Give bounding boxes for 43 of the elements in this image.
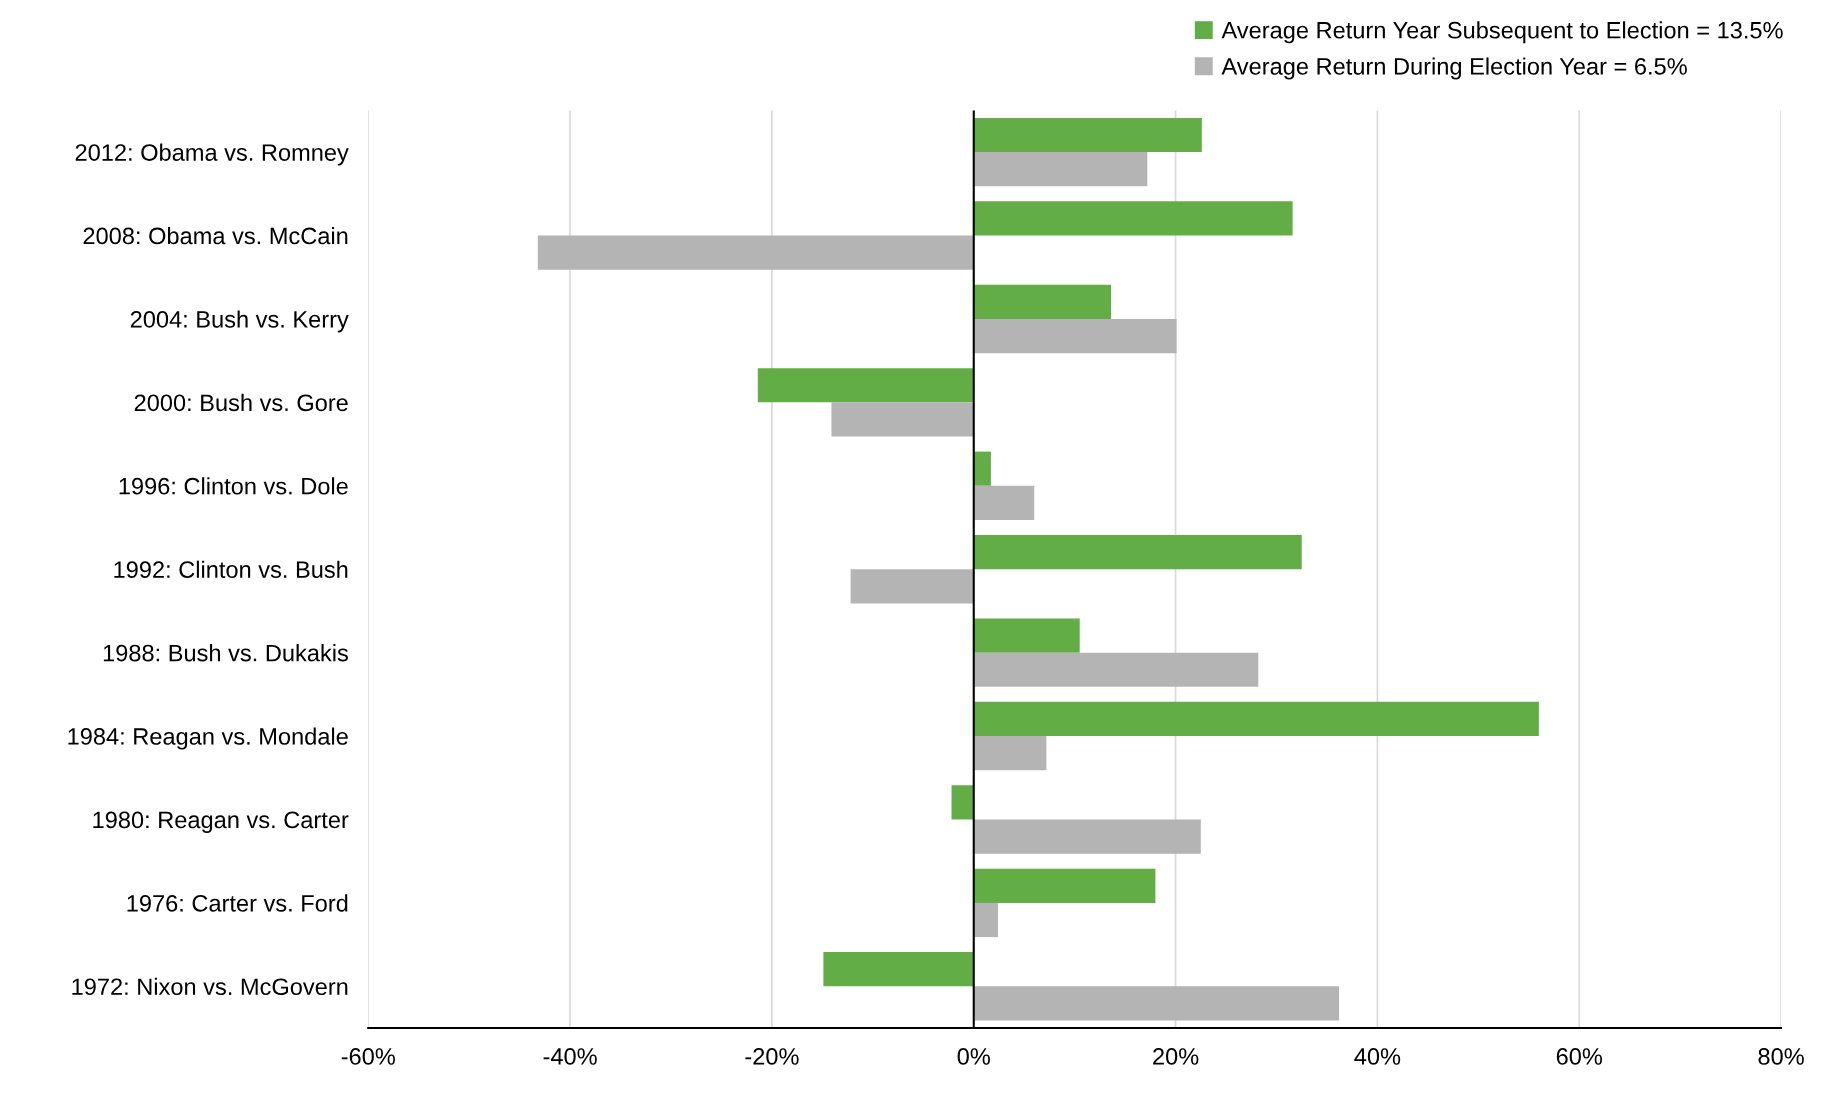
bar — [973, 318, 1177, 354]
y-tick-label: 1996: Clinton vs. Dole — [119, 477, 348, 495]
bar — [951, 785, 974, 820]
bar — [757, 368, 974, 403]
bar — [973, 201, 1293, 236]
bar — [973, 902, 998, 938]
y-tick-label: 1984: Reagan vs. Mondale — [68, 727, 348, 750]
x-tick-label: 80% — [1758, 1048, 1804, 1065]
bar — [973, 535, 1302, 570]
y-tick-label: 2004: Bush vs. Kerry — [130, 310, 349, 333]
bar — [831, 402, 974, 437]
x-tick-label: -20% — [745, 1048, 799, 1065]
bar — [537, 235, 974, 270]
bar — [973, 117, 1202, 153]
y-tick-label: 1976: Carter vs. Ford — [127, 894, 348, 912]
bar — [823, 952, 974, 987]
x-tick-label: 20% — [1153, 1048, 1199, 1065]
legend-label: Average Return Year Subsequent to Election = 13.5% — [1221, 21, 1783, 44]
x-tick-label: 60% — [1556, 1048, 1603, 1065]
bar — [973, 152, 1148, 187]
bar — [973, 701, 1539, 737]
y-tick-label: 2000: Bush vs. Gore — [134, 393, 348, 412]
y-tick-label: 1972: Nixon vs. McGovern — [72, 977, 348, 996]
y-tick-label: 2008: Obama vs. McCain — [83, 226, 348, 245]
bar — [973, 284, 1111, 319]
bar — [973, 652, 1259, 687]
x-tick-label: 40% — [1354, 1048, 1401, 1065]
x-tick-label: -40% — [543, 1048, 597, 1065]
y-tick-label: 1988: Bush vs. Dukakis — [103, 644, 348, 662]
bar — [973, 819, 1201, 854]
bar — [973, 485, 1035, 520]
y-tick-label: 1980: Reagan vs. Carter — [93, 811, 349, 833]
bar — [973, 451, 991, 486]
y-tick-label: 2012: Obama vs. Romney — [75, 143, 349, 166]
bar — [973, 618, 1080, 653]
bar — [973, 986, 1340, 1021]
x-tick-label: 0% — [957, 1048, 990, 1065]
bar — [973, 736, 1047, 771]
x-tick-label: -60% — [341, 1048, 395, 1065]
bar — [973, 868, 1156, 903]
legend-label: Average Return During Election Year = 6.5% — [1221, 57, 1687, 80]
y-tick-label: 1992: Clinton vs. Bush — [114, 560, 348, 578]
bar — [850, 569, 974, 604]
